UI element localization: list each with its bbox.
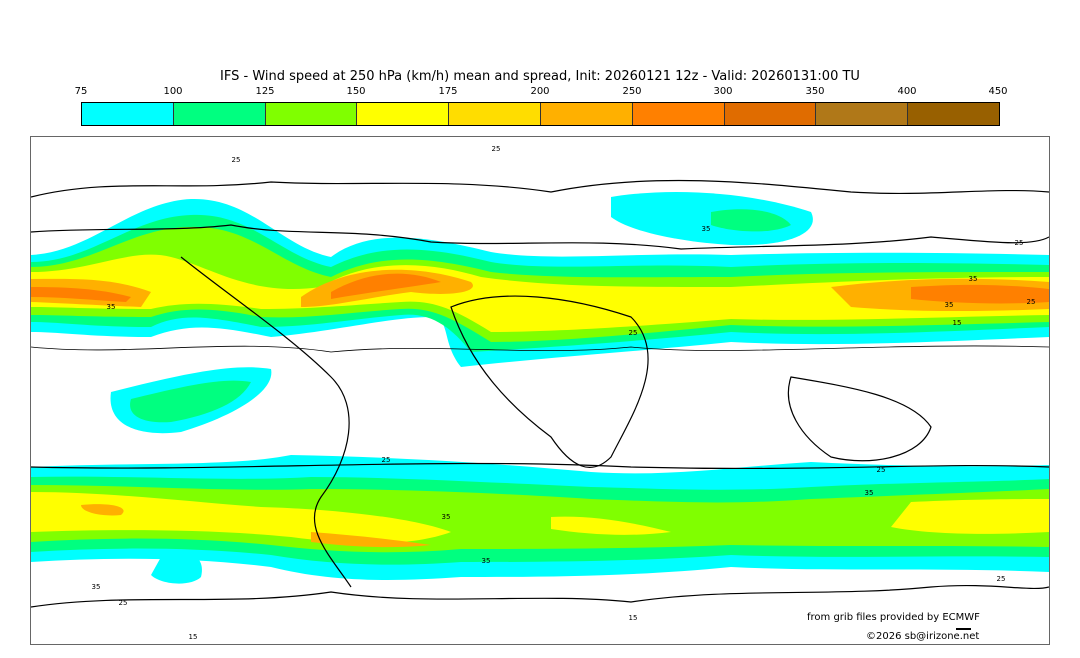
contour-label: 35 (92, 583, 101, 591)
colorbar-tick: 100 (163, 86, 183, 97)
contour-label: 25 (492, 145, 501, 153)
contour-label: 25 (382, 456, 391, 464)
colorbar-swatch (816, 103, 909, 125)
colorbar-tick: 75 (74, 86, 88, 97)
copyright-credit: ©2026 sb@irizone.net (866, 631, 980, 642)
colorbar-swatch (908, 103, 999, 125)
colorbar-swatch (632, 103, 725, 125)
contour-label: 25 (232, 156, 241, 164)
colorbar-tick: 250 (622, 86, 642, 97)
contour-labels: 25 25 35 35 25 35 35 25 15 25 25 35 35 2… (92, 145, 1036, 641)
colorbar-tick: 200 (530, 86, 550, 97)
northern-jet-stream (31, 192, 1049, 434)
contour-label: 35 (945, 301, 954, 309)
colorbar-swatch (724, 103, 817, 125)
colorbar-swatch (449, 103, 541, 125)
wind-band-200 (31, 269, 1049, 312)
wind-band-100-ne (711, 209, 791, 232)
wind-band-150 (31, 254, 1049, 332)
wind-band-75-s2 (151, 553, 202, 584)
contour-label: 25 (1015, 239, 1024, 247)
colorbar-tick: 400 (897, 86, 917, 97)
wind-band-100-sub (130, 380, 251, 423)
contour-label: 35 (865, 489, 874, 497)
colorbar-tick: 125 (255, 86, 275, 97)
source-credit: from grib files provided by ECMWF (807, 612, 980, 623)
wind-band-150-s (31, 492, 1049, 544)
contour-label: 35 (107, 303, 116, 311)
wind-band-200-s (81, 504, 431, 548)
colorbar-tick: 350 (805, 86, 825, 97)
contour-label: 25 (1027, 298, 1036, 306)
colorbar-tick: 450 (988, 86, 1008, 97)
colorbar-tick: 300 (713, 86, 733, 97)
coastlines (30, 179, 1050, 608)
colorbar-swatch (357, 103, 450, 125)
contour-label: 35 (969, 275, 978, 283)
contour-label: 25 (877, 466, 886, 474)
wind-speed-map: 25 25 35 35 25 35 35 25 15 25 25 35 35 2… (30, 136, 1050, 645)
contour-label: 35 (482, 557, 491, 565)
contour-label: 35 (442, 513, 451, 521)
contour-label: 25 (997, 575, 1006, 583)
contour-label: 35 (702, 225, 711, 233)
contour-label: 15 (953, 319, 962, 327)
contour-label: 25 (119, 599, 128, 607)
colorbar-swatch (265, 103, 358, 125)
colorbar (81, 102, 1000, 126)
colorbar-tick: 175 (438, 86, 458, 97)
wind-band-250 (31, 273, 1049, 304)
colorbar-tick: 150 (346, 86, 366, 97)
map-title: IFS - Wind speed at 250 hPa (km/h) mean … (220, 69, 860, 84)
contour-label: 15 (189, 633, 198, 641)
colorbar-swatch (540, 103, 633, 125)
contour-label: 25 (629, 329, 638, 337)
contour-label: 15 (629, 614, 638, 622)
colorbar-swatch (82, 103, 174, 125)
map-canvas: 25 25 35 35 25 35 35 25 15 25 25 35 35 2… (30, 145, 1050, 641)
southern-jet-stream (31, 455, 1049, 584)
colorbar-swatch (173, 103, 266, 125)
